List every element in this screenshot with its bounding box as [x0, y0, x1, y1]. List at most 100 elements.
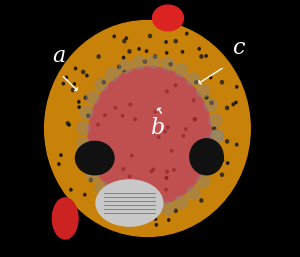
Ellipse shape	[169, 62, 172, 66]
Ellipse shape	[166, 52, 168, 54]
Ellipse shape	[70, 188, 72, 191]
Ellipse shape	[187, 187, 200, 199]
Ellipse shape	[97, 140, 100, 143]
Ellipse shape	[165, 177, 168, 179]
Ellipse shape	[236, 86, 238, 88]
Ellipse shape	[77, 138, 90, 151]
Ellipse shape	[236, 143, 238, 146]
Text: b: b	[150, 117, 164, 139]
Text: a: a	[52, 45, 66, 67]
Ellipse shape	[147, 204, 160, 217]
Ellipse shape	[235, 101, 237, 104]
Ellipse shape	[232, 103, 234, 106]
Ellipse shape	[88, 67, 212, 206]
Ellipse shape	[77, 122, 90, 135]
Ellipse shape	[133, 203, 146, 216]
Ellipse shape	[220, 173, 224, 177]
Ellipse shape	[166, 90, 168, 93]
Ellipse shape	[209, 76, 212, 79]
Ellipse shape	[80, 154, 93, 167]
Ellipse shape	[76, 152, 80, 156]
Ellipse shape	[220, 80, 224, 84]
Ellipse shape	[123, 70, 126, 74]
Ellipse shape	[128, 175, 131, 178]
Ellipse shape	[84, 96, 87, 99]
Ellipse shape	[112, 158, 116, 161]
Ellipse shape	[97, 123, 99, 126]
Ellipse shape	[150, 170, 153, 173]
Ellipse shape	[152, 168, 154, 171]
Ellipse shape	[165, 41, 167, 43]
Ellipse shape	[134, 118, 136, 121]
Ellipse shape	[102, 80, 105, 84]
Ellipse shape	[86, 91, 99, 104]
Ellipse shape	[122, 168, 125, 171]
Ellipse shape	[123, 39, 126, 43]
Ellipse shape	[58, 163, 60, 165]
Ellipse shape	[130, 154, 133, 157]
Ellipse shape	[133, 56, 146, 69]
Ellipse shape	[136, 106, 139, 109]
Ellipse shape	[174, 209, 177, 212]
Ellipse shape	[121, 114, 124, 117]
Ellipse shape	[86, 168, 99, 181]
Ellipse shape	[153, 5, 183, 31]
Ellipse shape	[210, 130, 223, 143]
Ellipse shape	[226, 162, 229, 164]
Ellipse shape	[174, 84, 177, 87]
Ellipse shape	[95, 181, 108, 194]
Ellipse shape	[154, 178, 157, 181]
Ellipse shape	[210, 101, 213, 105]
Ellipse shape	[122, 56, 125, 59]
Ellipse shape	[62, 82, 64, 85]
Ellipse shape	[173, 169, 175, 171]
Ellipse shape	[175, 196, 188, 208]
Ellipse shape	[128, 50, 131, 53]
Ellipse shape	[198, 48, 200, 50]
Ellipse shape	[74, 67, 77, 70]
Ellipse shape	[197, 85, 210, 97]
Ellipse shape	[119, 199, 132, 212]
Ellipse shape	[200, 199, 203, 202]
Ellipse shape	[165, 176, 168, 179]
Ellipse shape	[204, 98, 217, 111]
Ellipse shape	[114, 106, 117, 109]
Ellipse shape	[165, 188, 167, 191]
Ellipse shape	[226, 106, 229, 109]
Ellipse shape	[187, 73, 200, 86]
Ellipse shape	[82, 70, 85, 74]
Ellipse shape	[106, 68, 119, 81]
Ellipse shape	[186, 32, 188, 35]
Ellipse shape	[193, 99, 195, 102]
Ellipse shape	[65, 76, 68, 79]
Ellipse shape	[154, 55, 157, 58]
Ellipse shape	[148, 34, 152, 38]
Ellipse shape	[133, 220, 136, 223]
Ellipse shape	[175, 64, 188, 77]
Ellipse shape	[182, 134, 184, 137]
Ellipse shape	[200, 55, 203, 58]
Ellipse shape	[170, 149, 173, 152]
Ellipse shape	[167, 126, 169, 129]
Ellipse shape	[205, 163, 208, 166]
Ellipse shape	[143, 60, 146, 63]
Ellipse shape	[161, 201, 174, 214]
Ellipse shape	[210, 130, 223, 143]
Ellipse shape	[78, 100, 80, 103]
Ellipse shape	[194, 118, 196, 121]
Ellipse shape	[84, 193, 86, 196]
Ellipse shape	[96, 180, 163, 226]
Ellipse shape	[73, 83, 76, 85]
Ellipse shape	[45, 21, 250, 236]
Ellipse shape	[52, 198, 78, 239]
Ellipse shape	[103, 114, 106, 117]
Ellipse shape	[147, 55, 160, 68]
Ellipse shape	[87, 114, 90, 117]
Ellipse shape	[129, 103, 131, 106]
Ellipse shape	[106, 204, 109, 206]
Ellipse shape	[86, 74, 88, 77]
Ellipse shape	[184, 128, 187, 131]
Ellipse shape	[110, 204, 113, 207]
Ellipse shape	[204, 161, 217, 174]
Ellipse shape	[131, 185, 133, 187]
